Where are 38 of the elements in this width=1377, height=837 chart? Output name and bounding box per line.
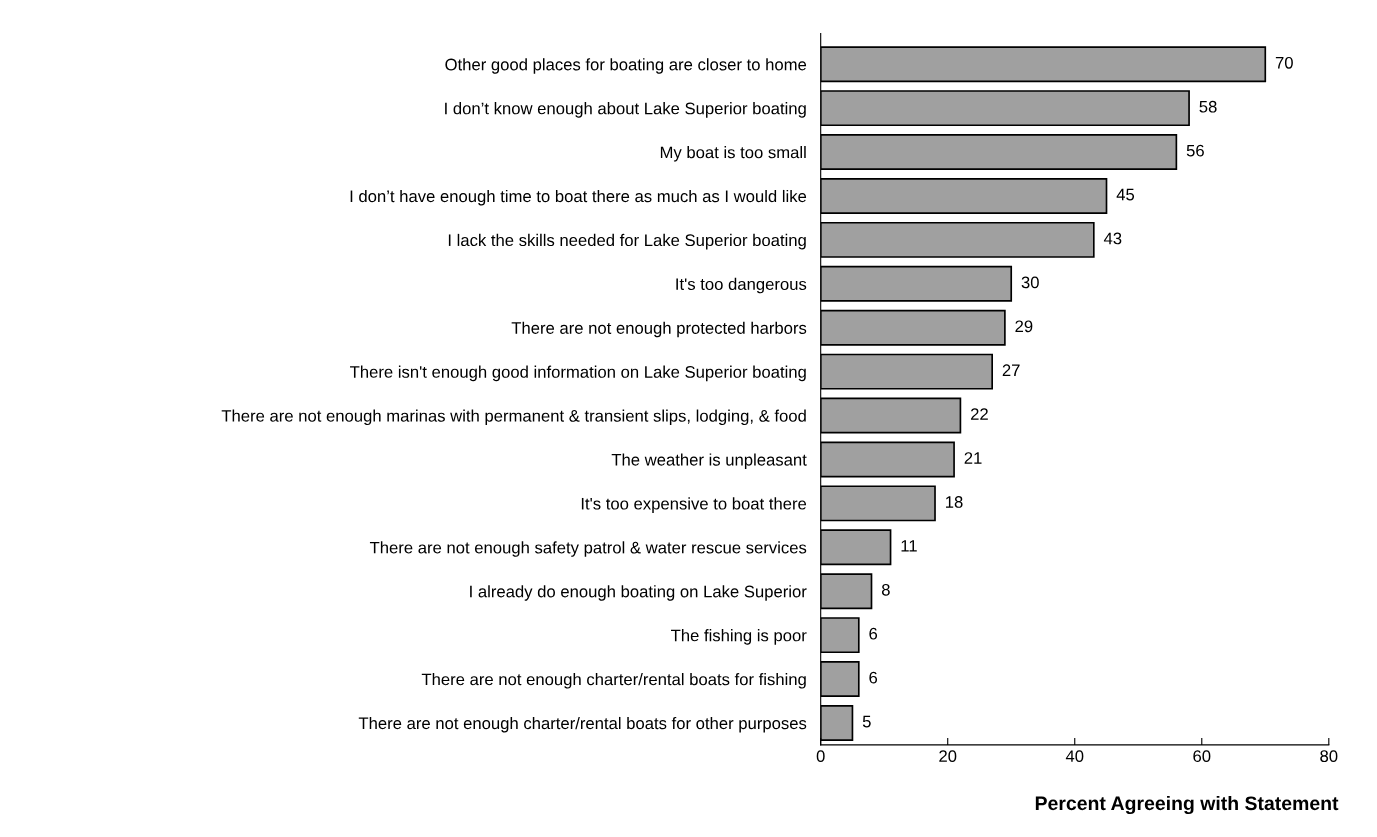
x-tick-label: 60 — [1193, 750, 1211, 763]
data-label: 11 — [901, 540, 917, 552]
data-label: 58 — [1199, 100, 1217, 113]
data-label: 6 — [869, 627, 878, 640]
x-tick-label: 80 — [1320, 750, 1338, 763]
y-tick-label: There are not enough safety patrol & water rescue services — [369, 541, 807, 557]
x-tick-label: 20 — [939, 750, 957, 763]
y-tick-label: I already do enough boating on Lake Superior — [470, 585, 807, 601]
data-label: 18 — [946, 496, 963, 508]
x-tick-label: 0 — [816, 750, 825, 763]
data-label: 45 — [1116, 188, 1135, 201]
x-axis-title: Percent Agreeing with Statement — [1035, 795, 1339, 815]
data-label: 29 — [1015, 320, 1033, 333]
data-label: 5 — [862, 715, 871, 728]
data-label: 56 — [1186, 144, 1204, 157]
data-label: 70 — [1275, 56, 1293, 69]
y-tick-label: I don’t have enough time to boat there as much as I would like — [350, 189, 807, 206]
data-label: 27 — [1002, 364, 1020, 376]
y-tick-label: Other good places for boating are closer to home — [445, 58, 807, 74]
x-tick-label: 40 — [1065, 750, 1084, 763]
y-tick-label: My boat is too small — [660, 146, 806, 162]
y-tick-label: There are not enough charter/rental boats for other purposes — [358, 716, 807, 733]
data-label: 43 — [1103, 232, 1122, 245]
data-label: 6 — [869, 671, 878, 684]
y-tick-label: I don’t know enough about Lake Superior boating — [445, 102, 806, 118]
data-label: 21 — [964, 452, 982, 464]
y-tick-label: There are not enough charter/rental boats for fishing — [421, 673, 806, 689]
y-tick-label: It's too expensive to boat there — [581, 497, 807, 513]
y-tick-label: The fishing is poor — [671, 629, 807, 645]
data-label: 30 — [1021, 276, 1039, 289]
y-tick-label: It's too dangerous — [676, 277, 807, 294]
y-tick-label: There are not enough marinas with permanent & transient slips, lodging, & food — [221, 409, 806, 426]
data-label: 8 — [881, 583, 890, 596]
y-tick-label: I lack the skills needed for Lake Superior boating — [448, 233, 806, 250]
y-tick-label: There isn't enough good information on Lake Superior boating — [350, 365, 806, 382]
y-tick-label: There are not enough protected harbors — [511, 321, 807, 338]
y-tick-label: The weather is unpleasant — [611, 453, 807, 469]
data-label: 22 — [970, 408, 988, 420]
